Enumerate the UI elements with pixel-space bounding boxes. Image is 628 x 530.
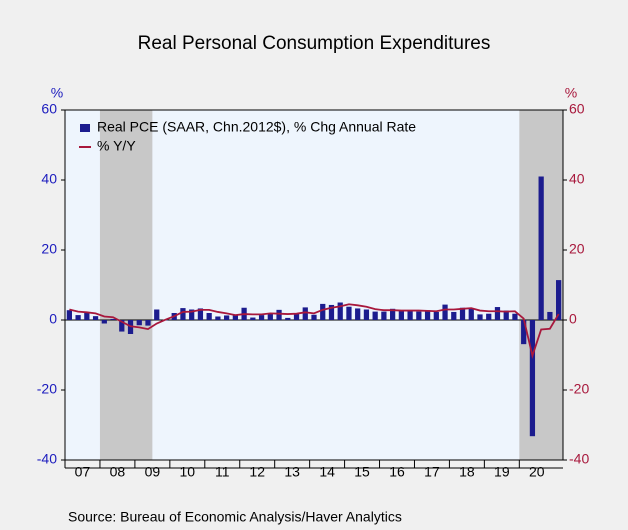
- bar: [494, 307, 501, 320]
- bar: [84, 312, 90, 320]
- y2-tick-label: 60: [569, 101, 585, 117]
- bar: [424, 310, 431, 320]
- bar: [285, 317, 291, 320]
- y2-tick-label: -40: [569, 451, 589, 467]
- bar: [355, 308, 361, 320]
- bar: [521, 320, 527, 345]
- bar: [136, 320, 142, 326]
- bar: [189, 309, 195, 320]
- bar: [398, 310, 404, 320]
- bar: [486, 313, 492, 320]
- y-tick-label: 40: [41, 171, 57, 187]
- bar: [276, 309, 282, 320]
- bar: [145, 320, 151, 326]
- plot-frame: [64, 109, 564, 461]
- legend-swatch: [80, 124, 90, 132]
- x-tick-label: 07: [75, 464, 91, 480]
- bar: [119, 320, 125, 332]
- bar: [197, 308, 204, 320]
- bar: [66, 310, 72, 320]
- bar: [459, 307, 466, 320]
- bar: [416, 311, 422, 320]
- bar: [556, 280, 562, 320]
- bar: [390, 308, 396, 320]
- x-tick-label: 18: [459, 464, 475, 480]
- y2-tick-label: 0: [569, 311, 577, 327]
- bar: [311, 314, 317, 320]
- x-tick-label: 12: [249, 464, 265, 480]
- bar: [258, 315, 265, 320]
- y-tick-label: 60: [41, 101, 57, 117]
- bar: [381, 311, 387, 320]
- x-tick-label: 13: [284, 464, 300, 480]
- x-tick-label: 19: [494, 464, 510, 480]
- y-tick-label: -40: [37, 451, 57, 467]
- bar: [328, 304, 335, 320]
- bar: [547, 311, 553, 320]
- bar: [92, 316, 99, 320]
- bar: [75, 315, 81, 320]
- bar: [267, 313, 273, 320]
- chart-title: Real Personal Consumption Expenditures: [138, 33, 491, 54]
- x-tick-label: 08: [110, 464, 126, 480]
- bar: [250, 317, 256, 320]
- bar: [293, 313, 300, 320]
- bar: [302, 307, 308, 320]
- y2-tick-label: 20: [569, 241, 585, 257]
- y-tick-label: 0: [49, 311, 57, 327]
- bar: [433, 311, 439, 320]
- y-tick-label: 20: [41, 241, 57, 257]
- bar: [372, 311, 378, 320]
- bar: [320, 303, 326, 320]
- x-tick-label: 10: [180, 464, 196, 480]
- legend-label: Real PCE (SAAR, Chn.2012$), % Chg Annual…: [97, 119, 416, 135]
- y2-axis-label: %: [565, 85, 577, 101]
- y2-tick-label: 40: [569, 171, 585, 187]
- bar: [206, 313, 212, 320]
- bar: [407, 311, 413, 320]
- bar: [224, 315, 230, 320]
- y-tick-label: -20: [37, 381, 57, 397]
- bar: [468, 308, 474, 320]
- bar: [529, 320, 536, 437]
- bar: [337, 302, 343, 320]
- x-tick-label: 09: [145, 464, 161, 480]
- bar: [442, 304, 448, 320]
- x-tick-label: 17: [424, 464, 440, 480]
- x-tick-label: 14: [319, 464, 335, 480]
- bar: [154, 309, 160, 320]
- source: Source: Bureau of Economic Analysis/Have…: [68, 509, 402, 525]
- bar: [538, 176, 544, 320]
- bar: [101, 320, 107, 324]
- y-axis-label: %: [51, 85, 63, 101]
- bar: [215, 316, 221, 320]
- bar: [451, 311, 457, 320]
- x-tick-label: 20: [529, 464, 545, 480]
- bar: [232, 315, 238, 320]
- bar: [512, 313, 518, 320]
- bar: [477, 314, 483, 320]
- bar: [346, 306, 352, 320]
- bar: [110, 318, 116, 320]
- bar: [503, 310, 509, 320]
- recession-band: [99, 110, 153, 460]
- x-tick-label: 15: [354, 464, 370, 480]
- x-tick-label: 16: [389, 464, 405, 480]
- line: [69, 303, 560, 359]
- legend-label: % Y/Y: [97, 138, 136, 154]
- bar: [180, 308, 186, 320]
- bar: [363, 309, 370, 320]
- x-tick-label: 11: [215, 464, 230, 480]
- y2-tick-label: -20: [569, 381, 589, 397]
